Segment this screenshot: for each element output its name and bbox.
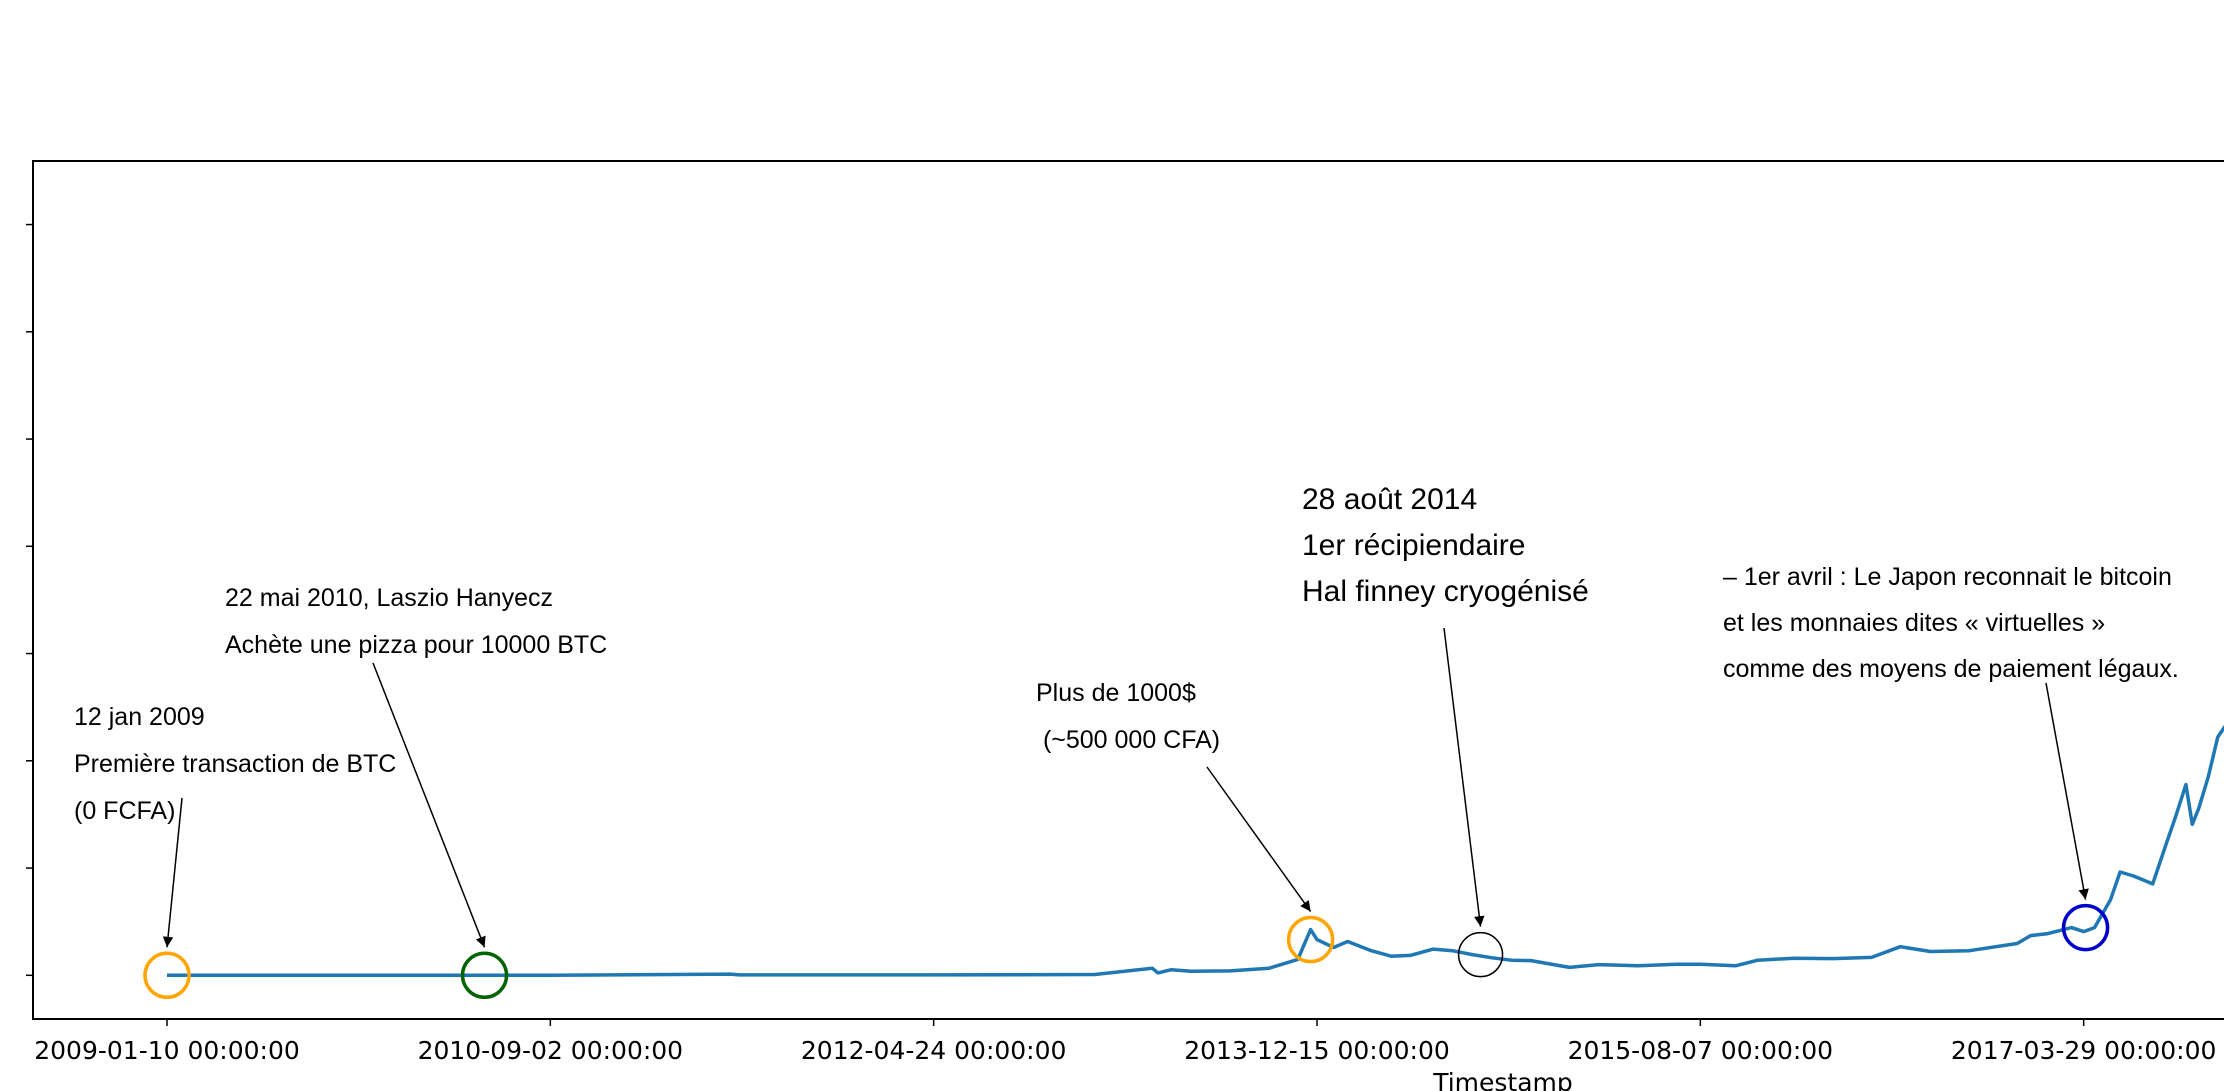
annotation-circle-0 bbox=[143, 951, 191, 1000]
annotation-text-1-0: 22 mai 2010, Laszio Hanyecz bbox=[225, 584, 553, 612]
series-layer bbox=[167, 724, 2224, 978]
x-tick-label-1: 2010-09-02 00:00:00 bbox=[418, 1036, 684, 1065]
annotation-arrow-2 bbox=[1206, 766, 1312, 912]
x-axis-label: Timestamp bbox=[1432, 1068, 1573, 1091]
annotation-text-3-0: 28 août 2014 bbox=[1302, 483, 1477, 516]
annotation-arrow-4 bbox=[2045, 682, 2089, 900]
axes: 2009-01-10 00:00:00 2010-09-02 00:00:00 20… bbox=[26, 160, 2224, 1065]
annotation-circle-3 bbox=[1457, 931, 1504, 978]
annotation-text-4-1: et les monnaies dites « virtuelles » bbox=[1723, 609, 2105, 637]
annotation-text-4-0: – 1er avril : Le Japon reconnait le bitc… bbox=[1723, 563, 2172, 591]
x-tick-label-0: 2009-01-10 00:00:00 bbox=[34, 1036, 300, 1065]
x-tick-label-4: 2015-08-07 00:00:00 bbox=[1568, 1036, 1834, 1065]
annotation-text-3-1: 1er récipiendaire bbox=[1302, 529, 1525, 562]
x-tick-label-2: 2012-04-24 00:00:00 bbox=[801, 1036, 1067, 1065]
annotations: 12 jan 2009 Première transaction de BTC (0… bbox=[74, 483, 2179, 1000]
plot-frame bbox=[32, 160, 2224, 1020]
annotation-text-2-1: (~500 000 CFA) bbox=[1036, 726, 1220, 754]
annotation-arrow-1 bbox=[372, 662, 486, 948]
series-line-0 bbox=[167, 724, 2224, 978]
annotation-text-3-2: Hal finney cryogénisé bbox=[1302, 575, 1589, 608]
annotation-text-0-1: Première transaction de BTC bbox=[74, 750, 396, 778]
annotation-text-4-2: comme des moyens de paiement légaux. bbox=[1723, 655, 2179, 683]
annotation-arrow-3 bbox=[1443, 627, 1485, 927]
annotation-circle-4 bbox=[2061, 903, 2110, 952]
x-tick-label-5: 2017-03-29 00:00:00 bbox=[1951, 1036, 2217, 1065]
annotation-arrow-0 bbox=[162, 797, 183, 948]
annotation-text-0-0: 12 jan 2009 bbox=[74, 703, 205, 731]
x-tick-label-3: 2013-12-15 00:00:00 bbox=[1184, 1036, 1450, 1065]
annotation-text-0-2: (0 FCFA) bbox=[74, 797, 175, 825]
annotation-circle-1 bbox=[460, 951, 509, 1000]
annotation-circle-2 bbox=[1286, 915, 1335, 964]
annotation-text-2-0: Plus de 1000$ bbox=[1036, 679, 1196, 707]
annotation-text-1-1: Achète une pizza pour 10000 BTC bbox=[225, 631, 607, 659]
